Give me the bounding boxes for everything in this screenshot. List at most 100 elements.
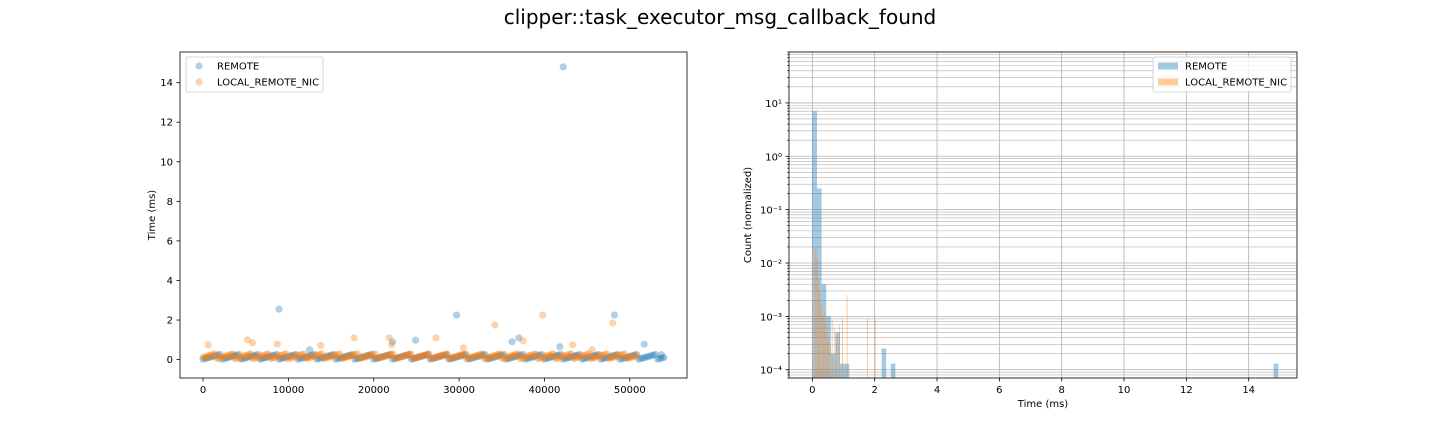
data-point <box>328 352 336 360</box>
data-point <box>308 351 317 359</box>
data-point <box>420 352 428 360</box>
data-point <box>209 350 217 359</box>
data-point <box>336 350 344 358</box>
histogram-bar <box>836 344 838 378</box>
data-point <box>582 354 590 362</box>
data-point <box>201 353 209 361</box>
data-point <box>312 352 320 360</box>
legend-label: REMOTE <box>217 62 259 73</box>
data-point <box>284 355 292 363</box>
data-point <box>287 352 296 360</box>
data-point <box>567 353 575 361</box>
data-point <box>660 353 668 362</box>
data-point <box>452 311 461 319</box>
data-point <box>588 346 596 354</box>
data-point <box>486 353 494 361</box>
data-point <box>508 338 516 346</box>
legend-swatch <box>1158 78 1178 86</box>
y-tick-label: 10⁻⁴ <box>760 366 782 377</box>
data-point <box>431 353 439 362</box>
data-point <box>233 354 241 362</box>
data-point <box>237 353 245 361</box>
histogram-bar <box>844 363 850 378</box>
data-point <box>201 355 209 363</box>
data-point <box>249 352 258 360</box>
data-point <box>345 352 354 360</box>
histogram-bar <box>838 324 840 378</box>
data-point <box>439 351 447 359</box>
data-point <box>462 355 470 363</box>
data-point <box>386 350 394 359</box>
data-point <box>363 352 371 360</box>
data-point <box>603 353 611 362</box>
data-point <box>280 350 288 359</box>
data-point <box>427 355 435 363</box>
y-tick-label: 6 <box>167 236 173 247</box>
data-point <box>272 353 280 361</box>
data-point <box>319 353 327 362</box>
data-point <box>605 353 613 361</box>
data-point <box>609 319 617 327</box>
data-point <box>338 355 346 363</box>
data-point <box>426 355 434 363</box>
data-point <box>371 350 379 358</box>
data-point <box>415 353 423 361</box>
data-point <box>587 355 595 363</box>
data-point <box>483 355 491 363</box>
data-point <box>401 352 409 360</box>
data-point <box>571 354 579 362</box>
data-point <box>573 353 581 362</box>
data-point <box>407 355 416 363</box>
figure-title: clipper::task_executor_msg_callback_foun… <box>504 5 937 29</box>
histogram-bar <box>834 328 836 378</box>
data-point <box>430 354 439 362</box>
data-point <box>405 350 413 359</box>
data-point <box>543 352 552 360</box>
data-point <box>442 350 451 358</box>
data-point <box>470 352 478 360</box>
data-point <box>275 355 283 363</box>
data-point <box>248 355 257 363</box>
data-point <box>595 350 603 359</box>
x-tick-label: 20000 <box>358 385 390 396</box>
data-point <box>388 338 397 346</box>
data-point <box>626 352 634 360</box>
data-point <box>576 350 584 359</box>
data-point <box>437 352 445 360</box>
data-point <box>207 353 216 361</box>
data-point <box>630 351 639 359</box>
data-point <box>304 354 312 362</box>
data-point <box>318 350 326 358</box>
data-point <box>302 353 310 361</box>
histogram-bar <box>821 306 823 378</box>
data-point <box>468 354 477 362</box>
data-point <box>422 351 430 359</box>
data-point <box>306 353 314 362</box>
data-point <box>395 353 403 362</box>
data-point <box>355 355 364 363</box>
data-point <box>327 351 336 359</box>
histogram-bar <box>817 279 819 378</box>
data-point <box>260 351 269 359</box>
data-point <box>204 341 212 349</box>
data-point <box>567 350 575 358</box>
data-point <box>314 351 322 359</box>
data-point <box>439 352 447 360</box>
data-point <box>388 355 397 363</box>
data-point <box>275 305 283 313</box>
data-point <box>529 353 538 361</box>
data-point <box>397 353 405 361</box>
data-point <box>401 352 409 360</box>
data-point <box>330 352 338 360</box>
data-point <box>526 352 534 360</box>
data-point <box>266 355 274 363</box>
data-point <box>296 351 304 359</box>
y-tick-label: 8 <box>167 197 173 208</box>
y-tick-label: 10⁻³ <box>760 312 782 323</box>
data-point <box>456 352 464 360</box>
data-point <box>308 353 316 361</box>
data-point <box>233 351 241 359</box>
data-point <box>344 352 352 360</box>
data-point <box>583 350 591 359</box>
data-point <box>609 352 618 360</box>
